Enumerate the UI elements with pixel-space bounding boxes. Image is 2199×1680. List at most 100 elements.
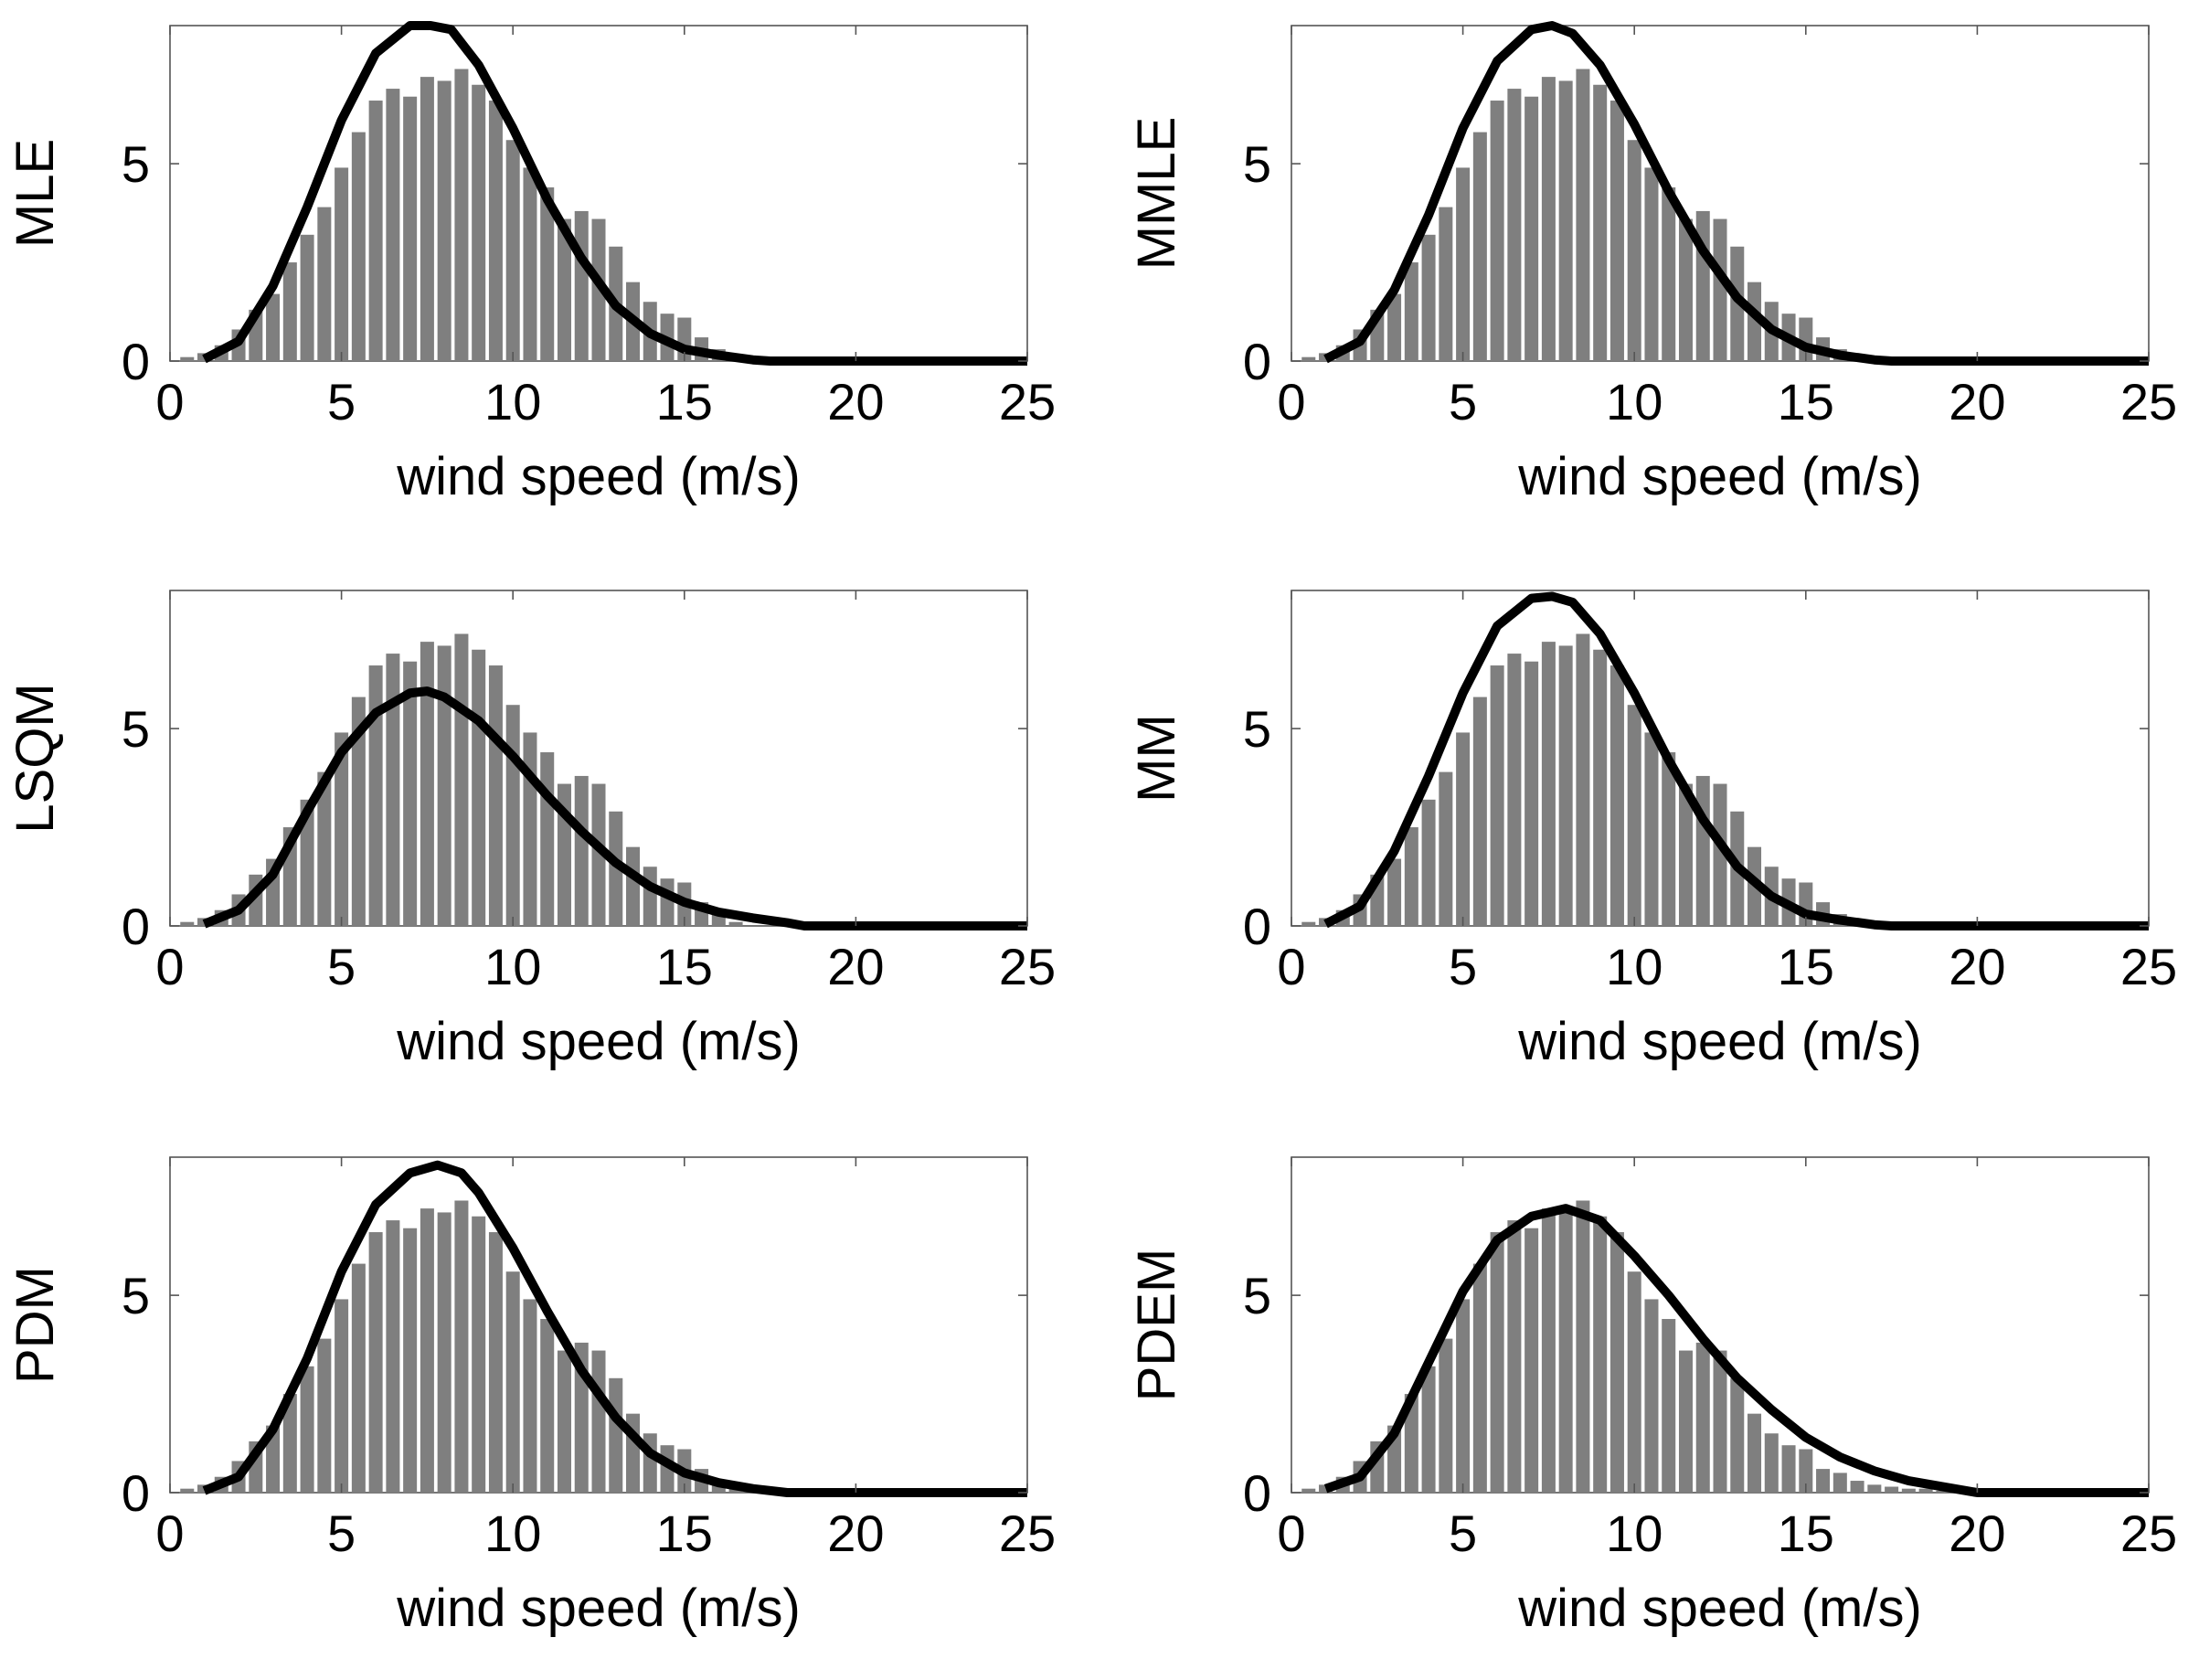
bar-pdem-25 (1730, 1377, 1745, 1493)
bar-pdem-7 (1421, 1366, 1436, 1493)
bar-pdm-14 (420, 1208, 434, 1493)
xtick-label-pdm-2: 10 (484, 1505, 541, 1562)
bar-mmle-8 (1439, 207, 1453, 361)
bar-mmle-21 (1662, 187, 1676, 361)
ytick-label-pdm-0: 0 (122, 1464, 150, 1522)
bar-lsqm-25 (609, 811, 623, 926)
bar-mle-11 (368, 101, 383, 361)
ylabel-mmle: MMLE (1127, 117, 1186, 271)
ylabel-mm: MM (1127, 714, 1186, 803)
xtick-label-mle-3: 15 (656, 373, 713, 431)
bar-mle-5 (266, 293, 281, 361)
bar-pdm-21 (540, 1319, 555, 1493)
xtick-label-pdem-0: 0 (1277, 1505, 1305, 1562)
bar-pdem-9 (1456, 1299, 1471, 1493)
bar-pdm-20 (523, 1299, 537, 1493)
bar-mm-7 (1421, 799, 1436, 926)
xtick-label-pdm-1: 5 (327, 1505, 356, 1562)
bar-mmle-17 (1593, 84, 1608, 361)
bar-pdem-34 (1885, 1486, 1899, 1493)
bar-pdm-7 (300, 1366, 314, 1493)
bar-mle-21 (540, 187, 555, 361)
bar-mle-19 (505, 140, 520, 361)
bar-pdm-13 (403, 1228, 418, 1493)
bar-mm-14 (1541, 642, 1556, 926)
bar-mle-23 (574, 210, 589, 361)
fit-line-pdem-0 (1323, 1204, 2149, 1497)
bar-pdem-32 (1850, 1481, 1864, 1493)
ytick-label-pdm-1: 5 (122, 1267, 150, 1324)
bar-pdem-12 (1507, 1220, 1522, 1493)
bar-mmle-5 (1387, 293, 1402, 361)
bar-mm-5 (1387, 858, 1402, 926)
xlabel-mmle: wind speed (m/s) (1517, 447, 1922, 506)
bar-pdm-10 (351, 1263, 366, 1493)
bar-mle-12 (386, 89, 400, 361)
bar-mm-19 (1627, 705, 1641, 926)
bar-mm-15 (1558, 645, 1573, 926)
bar-pdem-6 (1404, 1394, 1418, 1493)
bar-pdem-31 (1832, 1473, 1847, 1493)
bar-pdem-27 (1764, 1433, 1779, 1493)
panel-mle: 0 5 10 15 20 25 0 5 wind speed (m/s) MLE (5, 21, 1056, 506)
panel-mmle: 0 5 10 15 20 25 0 5 wind speed (m/s) MMLE (1127, 21, 2177, 506)
xtick-label-lsqm-2: 10 (484, 938, 541, 995)
fit-line-mmle-0 (1323, 21, 2149, 366)
xtick-label-pdem-2: 10 (1606, 1505, 1663, 1562)
xtick-label-mmle-1: 5 (1449, 373, 1477, 431)
bar-pdem-35 (1901, 1488, 1916, 1493)
bar-mle-15 (437, 80, 451, 361)
bar-pdem-24 (1713, 1350, 1727, 1493)
bar-mm-17 (1593, 649, 1608, 926)
bar-pdm-32 (728, 1488, 743, 1493)
ylabel-lsqm: LSQM (5, 683, 65, 833)
bar-mmle-7 (1421, 234, 1436, 361)
bar-mmle-24 (1713, 218, 1727, 361)
bar-mmle-19 (1627, 140, 1641, 361)
bar-mle-14 (420, 77, 434, 361)
bar-pdm-5 (266, 1425, 281, 1493)
bar-pdm-6 (282, 1394, 297, 1493)
bar-pdem-19 (1627, 1271, 1641, 1493)
bar-pdem-14 (1541, 1208, 1556, 1493)
bar-pdm-24 (591, 1350, 606, 1493)
bar-mmle-11 (1490, 101, 1504, 361)
xtick-label-mm-1: 5 (1449, 938, 1477, 995)
xtick-label-mm-3: 15 (1778, 938, 1834, 995)
bar-mm-18 (1609, 665, 1624, 926)
bar-lsqm-8 (317, 771, 332, 926)
bar-pdm-16 (454, 1200, 469, 1493)
bar-lsqm-0 (180, 921, 195, 926)
ylabel-mle: MLE (5, 139, 65, 248)
bar-lsqm-27 (643, 867, 657, 926)
bar-pdem-8 (1439, 1338, 1453, 1493)
xtick-label-mmle-2: 10 (1606, 373, 1663, 431)
bar-lsqm-24 (591, 783, 606, 926)
bar-mm-8 (1439, 771, 1453, 926)
bar-pdm-11 (368, 1232, 383, 1493)
bar-pdm-8 (317, 1338, 332, 1493)
bar-pdem-0 (1301, 1488, 1316, 1493)
bar-mm-24 (1713, 783, 1727, 926)
bar-pdem-16 (1576, 1200, 1590, 1493)
bar-mm-6 (1404, 827, 1418, 926)
bar-mle-16 (454, 69, 469, 362)
bar-mle-13 (403, 96, 418, 361)
bar-lsqm-18 (488, 665, 503, 926)
xtick-label-mle-5: 25 (999, 373, 1056, 431)
xtick-label-mle-1: 5 (327, 373, 356, 431)
bar-lsqm-21 (540, 752, 555, 926)
bar-lsqm-19 (505, 705, 520, 926)
bar-mmle-12 (1507, 89, 1522, 361)
fit-line-pdm-0 (202, 1160, 1027, 1497)
bar-mmle-22 (1678, 218, 1693, 361)
bar-mm-12 (1507, 654, 1522, 926)
bar-lsqm-15 (437, 645, 451, 926)
bar-lsqm-17 (472, 649, 486, 926)
bar-mm-16 (1576, 633, 1590, 926)
bar-mmle-9 (1456, 167, 1471, 361)
bar-lsqm-32 (728, 921, 743, 926)
xtick-label-lsqm-0: 0 (155, 938, 184, 995)
xlabel-mle: wind speed (m/s) (396, 447, 801, 506)
ytick-label-mmle-1: 5 (1243, 135, 1271, 193)
